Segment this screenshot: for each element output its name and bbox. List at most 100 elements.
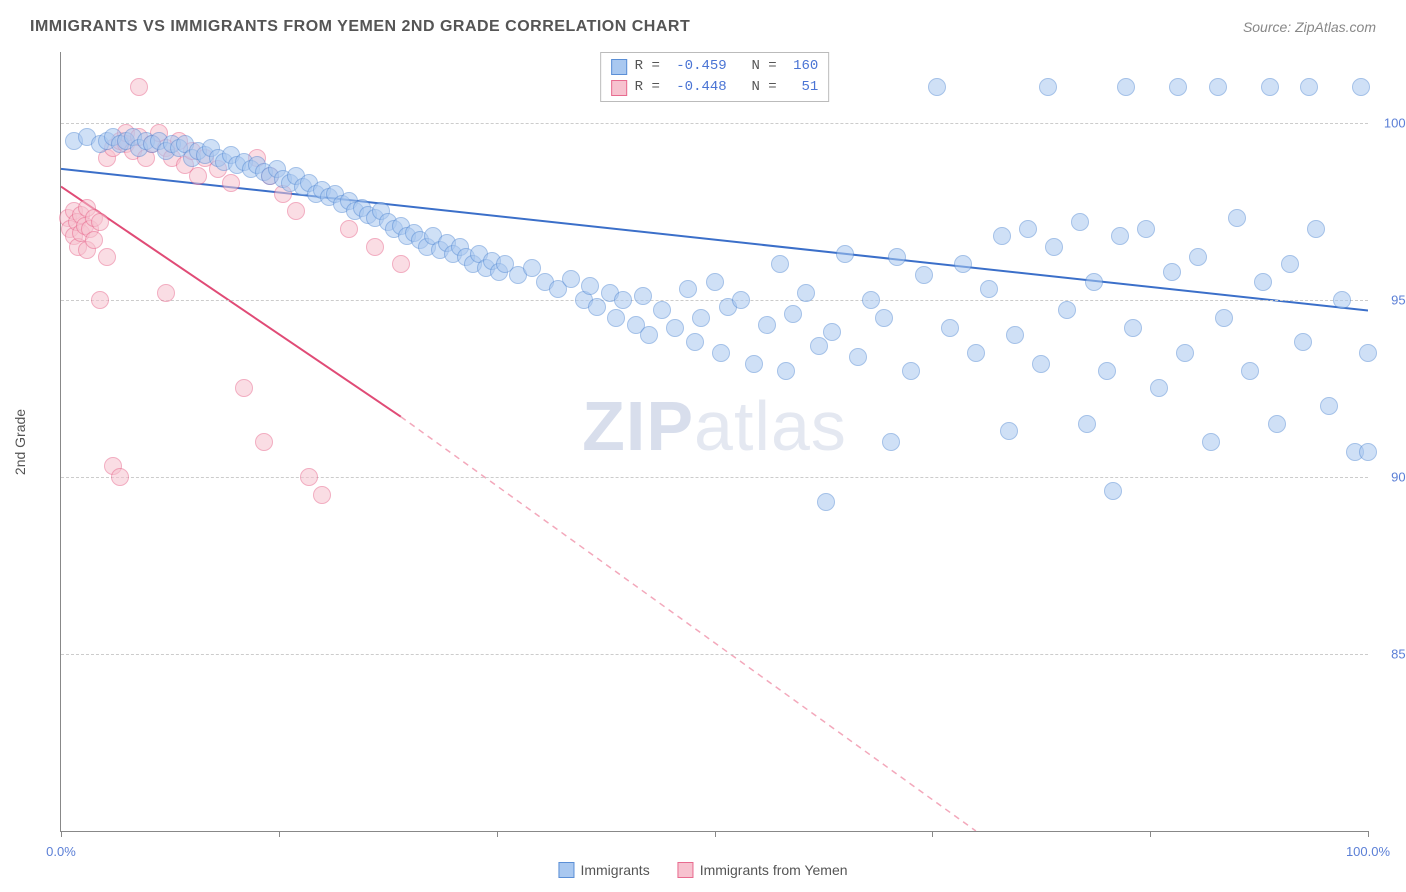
- data-point: [1071, 213, 1089, 231]
- xtick-label: 100.0%: [1346, 844, 1390, 859]
- data-point: [712, 344, 730, 362]
- scatter-plot: R = -0.459 N = 160 R = -0.448 N = 51 ZIP…: [60, 52, 1368, 832]
- data-point: [1039, 78, 1057, 96]
- xtick: [279, 831, 280, 837]
- xtick: [497, 831, 498, 837]
- data-point: [1169, 78, 1187, 96]
- data-point: [392, 255, 410, 273]
- data-point: [967, 344, 985, 362]
- data-point: [1045, 238, 1063, 256]
- data-point: [1294, 333, 1312, 351]
- legend-row-immigrants: R = -0.459 N = 160: [611, 56, 819, 77]
- data-point: [1241, 362, 1259, 380]
- legend-bottom: Immigrants Immigrants from Yemen: [558, 862, 847, 878]
- data-point: [771, 255, 789, 273]
- data-point: [300, 468, 318, 486]
- data-point: [810, 337, 828, 355]
- data-point: [1254, 273, 1272, 291]
- data-point: [222, 174, 240, 192]
- correlation-legend: R = -0.459 N = 160 R = -0.448 N = 51: [600, 52, 830, 102]
- data-point: [313, 486, 331, 504]
- legend-label: Immigrants: [580, 862, 649, 878]
- data-point: [98, 248, 116, 266]
- source-label: Source: ZipAtlas.com: [1243, 19, 1376, 35]
- xtick: [61, 831, 62, 837]
- data-point: [875, 309, 893, 327]
- data-point: [1111, 227, 1129, 245]
- data-point: [1006, 326, 1024, 344]
- ytick-label: 95.0%: [1373, 292, 1406, 307]
- gridline: [61, 123, 1368, 124]
- data-point: [366, 238, 384, 256]
- data-point: [1000, 422, 1018, 440]
- data-point: [1215, 309, 1233, 327]
- ytick-label: 100.0%: [1373, 115, 1406, 130]
- legend-label: Immigrants from Yemen: [700, 862, 848, 878]
- xtick: [1150, 831, 1151, 837]
- data-point: [784, 305, 802, 323]
- legend-row-yemen: R = -0.448 N = 51: [611, 77, 819, 98]
- data-point: [686, 333, 704, 351]
- data-point: [836, 245, 854, 263]
- data-point: [1228, 209, 1246, 227]
- data-point: [1189, 248, 1207, 266]
- chart-title: IMMIGRANTS VS IMMIGRANTS FROM YEMEN 2ND …: [30, 18, 690, 36]
- data-point: [980, 280, 998, 298]
- xtick: [1368, 831, 1369, 837]
- data-point: [1268, 415, 1286, 433]
- data-point: [1098, 362, 1116, 380]
- data-point: [928, 78, 946, 96]
- data-point: [614, 291, 632, 309]
- data-point: [581, 277, 599, 295]
- data-point: [1359, 443, 1377, 461]
- data-point: [91, 213, 109, 231]
- data-point: [157, 284, 175, 302]
- data-point: [732, 291, 750, 309]
- data-point: [1281, 255, 1299, 273]
- ytick-label: 85.0%: [1373, 646, 1406, 661]
- data-point: [758, 316, 776, 334]
- data-point: [915, 266, 933, 284]
- data-point: [1307, 220, 1325, 238]
- data-point: [1124, 319, 1142, 337]
- data-point: [1333, 291, 1351, 309]
- plot-area: 2nd Grade R = -0.459 N = 160 R = -0.448 …: [60, 52, 1368, 832]
- data-point: [340, 220, 358, 238]
- data-point: [1150, 379, 1168, 397]
- data-point: [634, 287, 652, 305]
- legend-swatch: [558, 862, 574, 878]
- data-point: [640, 326, 658, 344]
- data-point: [255, 433, 273, 451]
- data-point: [1176, 344, 1194, 362]
- gridline: [61, 477, 1368, 478]
- data-point: [588, 298, 606, 316]
- legend-item: Immigrants from Yemen: [678, 862, 848, 878]
- data-point: [1261, 78, 1279, 96]
- data-point: [941, 319, 959, 337]
- data-point: [823, 323, 841, 341]
- data-point: [1117, 78, 1135, 96]
- data-point: [85, 231, 103, 249]
- data-point: [562, 270, 580, 288]
- data-point: [1058, 301, 1076, 319]
- data-point: [1019, 220, 1037, 238]
- data-point: [235, 379, 253, 397]
- swatch-pink: [611, 80, 627, 96]
- xtick: [932, 831, 933, 837]
- data-point: [1104, 482, 1122, 500]
- data-point: [607, 309, 625, 327]
- data-point: [849, 348, 867, 366]
- gridline: [61, 654, 1368, 655]
- data-point: [1320, 397, 1338, 415]
- data-point: [1085, 273, 1103, 291]
- data-point: [1078, 415, 1096, 433]
- watermark: ZIPatlas: [582, 386, 847, 466]
- swatch-blue: [611, 59, 627, 75]
- data-point: [1352, 78, 1370, 96]
- data-point: [993, 227, 1011, 245]
- data-point: [692, 309, 710, 327]
- y-axis-label: 2nd Grade: [12, 409, 28, 475]
- data-point: [888, 248, 906, 266]
- xtick: [715, 831, 716, 837]
- data-point: [817, 493, 835, 511]
